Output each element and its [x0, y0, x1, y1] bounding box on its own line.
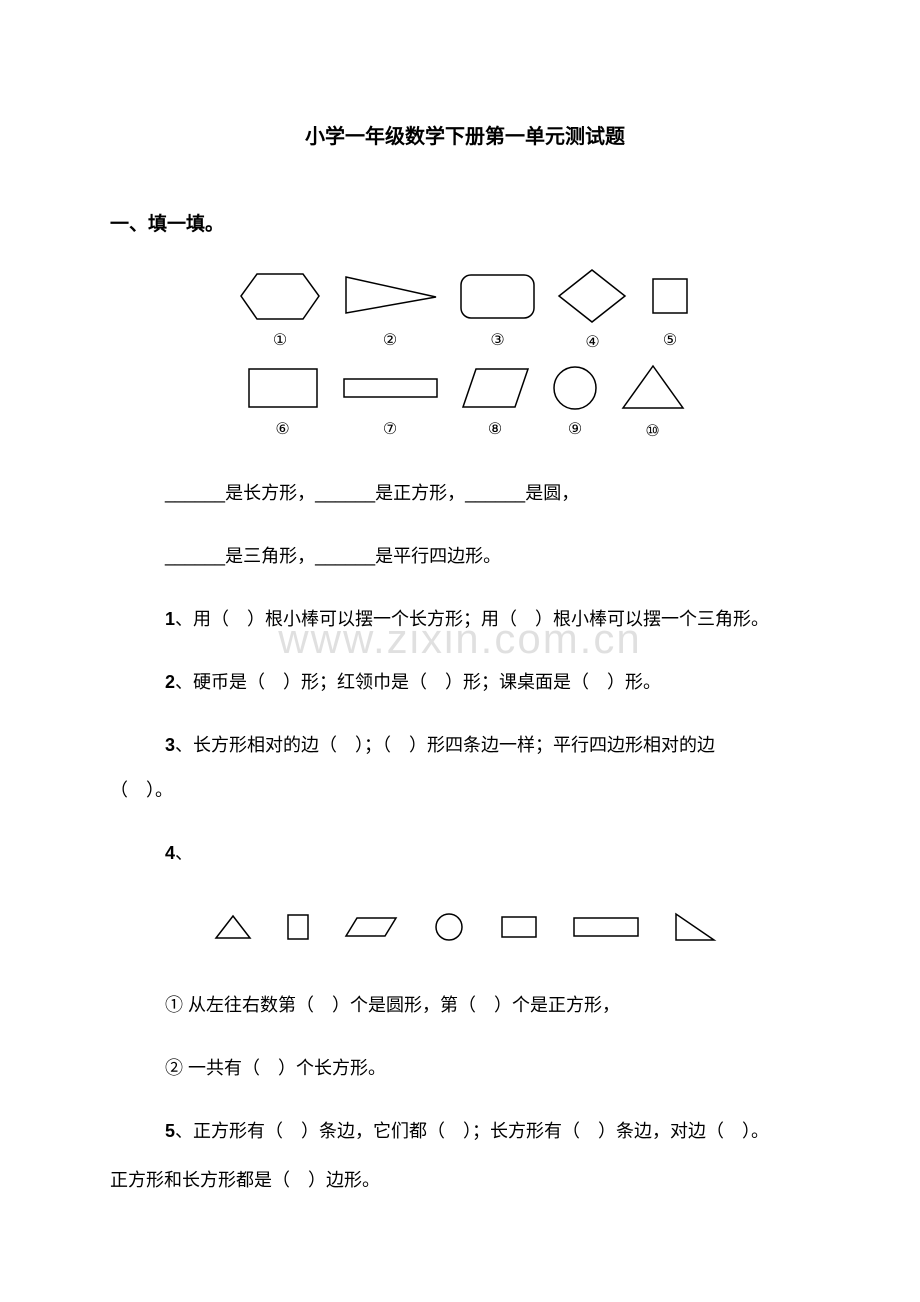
label-5: ⑤ [663, 330, 677, 350]
label-4: ④ [585, 332, 599, 352]
label-8: ⑧ [488, 419, 502, 439]
shapes-row-1: ① ② ③ ④ ⑤ [110, 266, 820, 352]
q4-right-triangle-icon [673, 911, 717, 943]
q4-sub1: ① 从左往右数第（ ）个是圆形，第（ ）个是正方形， [165, 983, 820, 1028]
label-2: ② [383, 330, 397, 350]
q4-parallelogram-icon [343, 913, 399, 941]
fill-line-2: ______是三角形，______是平行四边形。 [165, 534, 820, 579]
triangle-wide-shape [340, 269, 440, 324]
question-5b: 正方形和长方形都是（ ）边形。 [110, 1158, 820, 1203]
thin-rectangle-shape [338, 363, 443, 413]
shapes-row-2: ⑥ ⑦ ⑧ ⑨ ⑩ [110, 360, 820, 441]
question-3a: 3、长方形相对的边（ ）；（ ）形四条边一样；平行四边形相对的边 [165, 723, 820, 768]
section-header: 一、填一填。 [110, 209, 820, 236]
question-1: 1、用（ ）根小棒可以摆一个长方形；用（ ）根小棒可以摆一个三角形。 [165, 597, 820, 642]
q4-circle-icon [431, 912, 467, 942]
triangle-shape [618, 360, 688, 415]
q4-triangle-icon [213, 913, 253, 941]
q4-tall-rect-icon [285, 913, 311, 941]
hexagon-shape [235, 269, 325, 324]
label-7: ⑦ [383, 419, 397, 439]
rounded-rect-shape [455, 269, 540, 324]
label-3: ③ [490, 330, 504, 350]
small-square-shape [645, 269, 695, 324]
question-2: 2、硬币是（ ）形；红领巾是（ ）形；课桌面是（ ）形。 [165, 660, 820, 705]
circle-shape [548, 363, 603, 413]
fill-line-1: ______是长方形，______是正方形，______是圆， [165, 471, 820, 516]
diamond-shape [555, 266, 630, 326]
q4-rect-icon [499, 913, 539, 941]
rectangle-shape [243, 363, 323, 413]
q4-wide-rect-icon [571, 913, 641, 941]
q4-shapes-row [110, 911, 820, 943]
label-1: ① [273, 330, 287, 350]
label-6: ⑥ [275, 419, 289, 439]
q4-sub2: ② 一共有（ ）个长方形。 [165, 1046, 820, 1091]
parallelogram-shape [458, 363, 533, 413]
question-4: 4、 [165, 831, 820, 876]
question-5a: 5、正方形有（ ）条边，它们都（ ）；长方形有（ ）条边，对边（ ）。 [165, 1109, 820, 1154]
label-10: ⑩ [645, 421, 659, 441]
label-9: ⑨ [568, 419, 582, 439]
page-title: 小学一年级数学下册第一单元测试题 [110, 120, 820, 149]
question-3b: （ ）。 [110, 768, 820, 813]
